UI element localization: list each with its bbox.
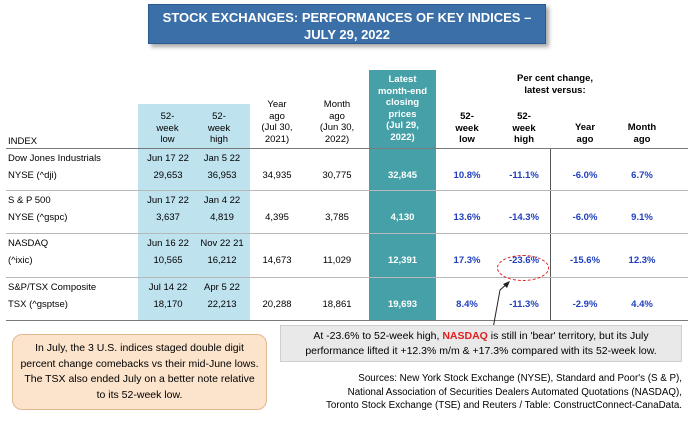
low52-value: 3,637 xyxy=(156,212,180,223)
summary-callout: In July, the 3 U.S. indices staged doubl… xyxy=(12,334,267,410)
header-pct-month: Month ago xyxy=(627,122,657,145)
pct-year: -2.9% xyxy=(572,299,598,310)
header-pct-year: Year ago xyxy=(574,122,596,145)
table-bottom xyxy=(6,320,688,321)
index-ticker: TSX (^gsptse) xyxy=(8,299,68,310)
low52-column-bg xyxy=(138,104,250,320)
pct-high52: -14.3% xyxy=(508,212,540,223)
latest-value: 12,391 xyxy=(387,255,418,266)
month-ago-value: 18,861 xyxy=(322,299,352,310)
month-ago-value: 11,029 xyxy=(322,255,352,266)
header-low52: 52- week low xyxy=(156,111,179,145)
highlight-circle xyxy=(497,255,549,281)
pct-month: 6.7% xyxy=(631,170,653,181)
pct-year: -15.6% xyxy=(569,255,601,266)
year-ago-value: 20,288 xyxy=(262,299,292,310)
header-pct-high52: 52- week high xyxy=(512,111,536,145)
header-month-ago: Month ago (Jun 30, 2022) xyxy=(319,99,355,145)
pct-low52: 8.4% xyxy=(456,299,478,310)
nasdaq-callout: At -23.6% to 52-week high, NASDAQ is sti… xyxy=(280,325,682,362)
low52-date: Jun 16 22 xyxy=(147,238,189,249)
year-ago-value: 4,395 xyxy=(265,212,289,223)
header-index: INDEX xyxy=(8,136,38,147)
pct-month: 12.3% xyxy=(628,255,656,266)
pct-low52: 13.6% xyxy=(453,212,481,223)
month-ago-value: 30,775 xyxy=(322,170,352,181)
high52-value: 36,953 xyxy=(207,170,237,181)
header-divider xyxy=(6,148,688,149)
pct-year: -6.0% xyxy=(572,170,598,181)
pct-high52: -11.3% xyxy=(509,299,539,310)
latest-value: 4,130 xyxy=(390,212,415,223)
index-name: S & P 500 xyxy=(8,195,51,206)
low52-value: 10,565 xyxy=(153,255,183,266)
nasdaq-highlight: NASDAQ xyxy=(442,330,488,342)
pct-column-separator xyxy=(550,148,551,320)
title-banner: STOCK EXCHANGES: PERFORMANCES OF KEY IND… xyxy=(148,4,546,44)
high52-date: Apr 5 22 xyxy=(204,282,240,293)
index-name: NASDAQ xyxy=(8,238,49,249)
low52-value: 29,653 xyxy=(153,170,183,181)
index-name: Dow Jones Industrials xyxy=(8,153,101,164)
index-name: S&P/TSX Composite xyxy=(8,282,97,293)
latest-column-bg xyxy=(369,70,436,320)
pct-high52: -11.1% xyxy=(509,170,539,181)
header-high52: 52- week high xyxy=(207,111,231,145)
latest-value: 19,693 xyxy=(387,299,418,310)
header-pct-low52: 52- week low xyxy=(455,111,479,145)
row-divider-3 xyxy=(6,277,688,278)
row-divider-2 xyxy=(6,233,688,234)
low52-value: 18,170 xyxy=(153,299,183,310)
month-ago-value: 3,785 xyxy=(325,212,349,223)
row-divider-1 xyxy=(6,190,688,191)
high52-date: Jan 4 22 xyxy=(203,195,241,206)
header-latest: Latest month-end closing prices (Jul 29, 2022… xyxy=(377,74,428,143)
high52-value: 22,213 xyxy=(207,299,237,310)
pct-month: 9.1% xyxy=(631,212,653,223)
index-ticker: (^ixic) xyxy=(8,255,33,266)
title-line-2: JULY 29, 2022 xyxy=(303,27,391,42)
low52-date: Jun 17 22 xyxy=(147,195,189,206)
high52-value: 4,819 xyxy=(210,212,234,223)
sources-note: Sources: New York Stock Exchange (NYSE),… xyxy=(326,373,682,411)
year-ago-value: 14,673 xyxy=(262,255,292,266)
pct-month: 4.4% xyxy=(631,299,653,310)
year-ago-value: 34,935 xyxy=(262,170,292,181)
high52-value: 16,212 xyxy=(207,255,237,266)
index-ticker: NYSE (^gspc) xyxy=(8,212,68,223)
low52-date: Jun 17 22 xyxy=(147,153,189,164)
pct-year: -6.0% xyxy=(572,212,598,223)
high52-date: Nov 22 21 xyxy=(200,238,244,249)
header-pct-group: Per cent change, latest versus: xyxy=(516,73,594,96)
pct-low52: 10.8% xyxy=(453,170,481,181)
low52-date: Jul 14 22 xyxy=(148,282,188,293)
pct-low52: 17.3% xyxy=(453,255,481,266)
index-ticker: NYSE (^dji) xyxy=(8,170,57,181)
latest-value: 32,845 xyxy=(387,170,418,181)
title-line-1: STOCK EXCHANGES: PERFORMANCES OF KEY IND… xyxy=(162,10,532,25)
high52-date: Jan 5 22 xyxy=(203,153,241,164)
header-year-ago: Year ago (Jul 30, 2021) xyxy=(261,99,293,145)
